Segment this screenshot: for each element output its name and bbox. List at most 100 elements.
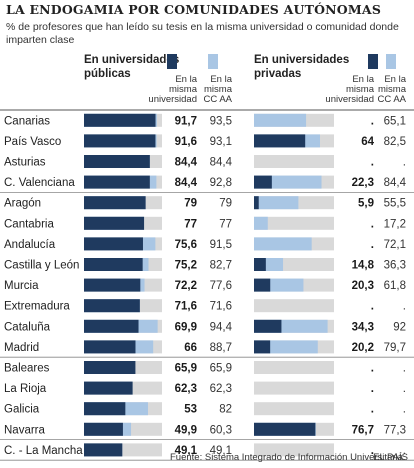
bar-ccaa (254, 237, 312, 251)
bar-uni (84, 237, 143, 251)
bar-uni (254, 340, 271, 354)
region-label: Asturias (4, 157, 46, 169)
value-uni: 53 (184, 404, 197, 416)
region-label: Castilla y León (4, 260, 79, 272)
col-head-uni-line3: universidad (148, 94, 197, 105)
bar-uni (84, 175, 150, 189)
value-uni: . (371, 363, 374, 375)
value-ccaa: . (403, 404, 406, 416)
bar-uni (254, 422, 316, 436)
value-uni: 75,2 (175, 260, 197, 272)
col-head-ccaa-line2: misma (204, 84, 233, 95)
bar-track (254, 402, 334, 416)
region-label: Galicia (4, 404, 40, 416)
value-ccaa: 65,9 (210, 363, 232, 375)
col-head-uni-line1: En la (175, 74, 197, 85)
bar-uni (84, 216, 145, 230)
credit: EL PAÍS (373, 452, 408, 463)
bar-uni (254, 258, 266, 271)
bar-uni (84, 381, 133, 395)
value-uni: . (371, 115, 374, 127)
value-uni: 76,7 (352, 424, 374, 436)
value-ccaa: 71,6 (210, 301, 232, 313)
value-ccaa: . (403, 157, 406, 169)
bar-track (254, 155, 334, 168)
bar-uni (84, 402, 126, 416)
bar-uni (254, 134, 306, 148)
value-ccaa: 93,1 (210, 136, 232, 148)
value-ccaa: 72,1 (384, 239, 406, 251)
col-head-uni-line2: misma (169, 84, 198, 95)
value-uni: 72,2 (175, 280, 197, 292)
value-uni: 14,8 (352, 260, 375, 272)
value-ccaa: 61,8 (384, 280, 406, 292)
bar-track (254, 216, 334, 230)
value-ccaa: 65,1 (384, 115, 406, 127)
value-uni: 5,9 (358, 198, 374, 210)
region-label: Baleares (4, 363, 50, 375)
value-uni: . (371, 218, 374, 230)
value-ccaa: 82 (219, 404, 232, 416)
bar-uni (254, 278, 271, 292)
value-ccaa: 79,7 (384, 342, 406, 354)
value-ccaa: 79 (219, 198, 232, 210)
col-head-uni-line3: universidad (325, 94, 374, 105)
bar-uni (254, 175, 272, 189)
col-head-ccaa-line1: En la (210, 74, 232, 85)
value-ccaa: 92 (393, 321, 406, 333)
region-label: Navarra (4, 424, 46, 436)
legend-swatch-uni (167, 54, 177, 69)
value-uni: 49,1 (175, 445, 198, 457)
value-uni: 34,3 (352, 321, 374, 333)
panel-title-line2: privadas (254, 68, 301, 80)
region-label: Extremadura (4, 301, 70, 313)
bar-uni (84, 155, 150, 168)
value-ccaa: 17,2 (384, 218, 406, 230)
col-head-ccaa-line3: CC AA (377, 94, 406, 105)
value-uni: 91,6 (175, 136, 197, 148)
col-head-ccaa-line1: En la (384, 74, 406, 85)
region-label: La Rioja (4, 383, 47, 395)
value-ccaa: 49,1 (210, 445, 232, 457)
bar-uni (84, 196, 146, 210)
value-uni: . (371, 383, 374, 395)
value-uni: 65,9 (175, 363, 197, 375)
region-label: Madrid (4, 342, 39, 354)
bar-uni (84, 361, 136, 374)
value-uni: 79 (184, 198, 197, 210)
legend-swatch-ccaa (208, 54, 218, 69)
bar-ccaa (254, 196, 299, 210)
col-head-uni-line2: misma (346, 84, 375, 95)
panel-title-line1: En universidades (254, 54, 349, 66)
panel-title-line2: públicas (84, 68, 131, 80)
bar-uni (84, 258, 143, 271)
value-uni: 64 (361, 136, 374, 148)
value-ccaa: 82,7 (210, 260, 232, 272)
bar-uni (84, 340, 136, 354)
bar-uni (254, 319, 282, 333)
bar-track (254, 381, 334, 395)
value-ccaa: 60,3 (210, 424, 232, 436)
value-ccaa: 88,7 (210, 342, 232, 354)
legend-swatch-uni (368, 54, 378, 69)
bar-uni (84, 134, 156, 148)
value-uni: 49,9 (175, 424, 197, 436)
chart-title: LA ENDOGAMIA POR COMUNIDADES AUTÓNOMAS (6, 2, 382, 17)
value-ccaa: . (403, 363, 406, 375)
region-label: Canarias (4, 115, 50, 127)
col-head-ccaa-line2: misma (378, 84, 407, 95)
bar-uni (84, 443, 123, 457)
value-uni: 69,9 (175, 321, 197, 333)
bar-uni (254, 196, 259, 210)
value-ccaa: 92,8 (210, 177, 232, 189)
value-uni: . (371, 445, 374, 457)
col-head-ccaa-line3: CC AA (203, 94, 232, 105)
bar-ccaa (254, 216, 268, 230)
col-head-uni-line1: En la (352, 74, 374, 85)
value-ccaa: 84,4 (210, 157, 233, 169)
value-uni: 84,4 (175, 177, 198, 189)
value-uni: 22,3 (352, 177, 374, 189)
region-label: C. Valenciana (4, 177, 75, 189)
chart-subtitle: % de profesores que han leído su tesis e… (6, 21, 399, 46)
value-uni: . (371, 157, 374, 169)
